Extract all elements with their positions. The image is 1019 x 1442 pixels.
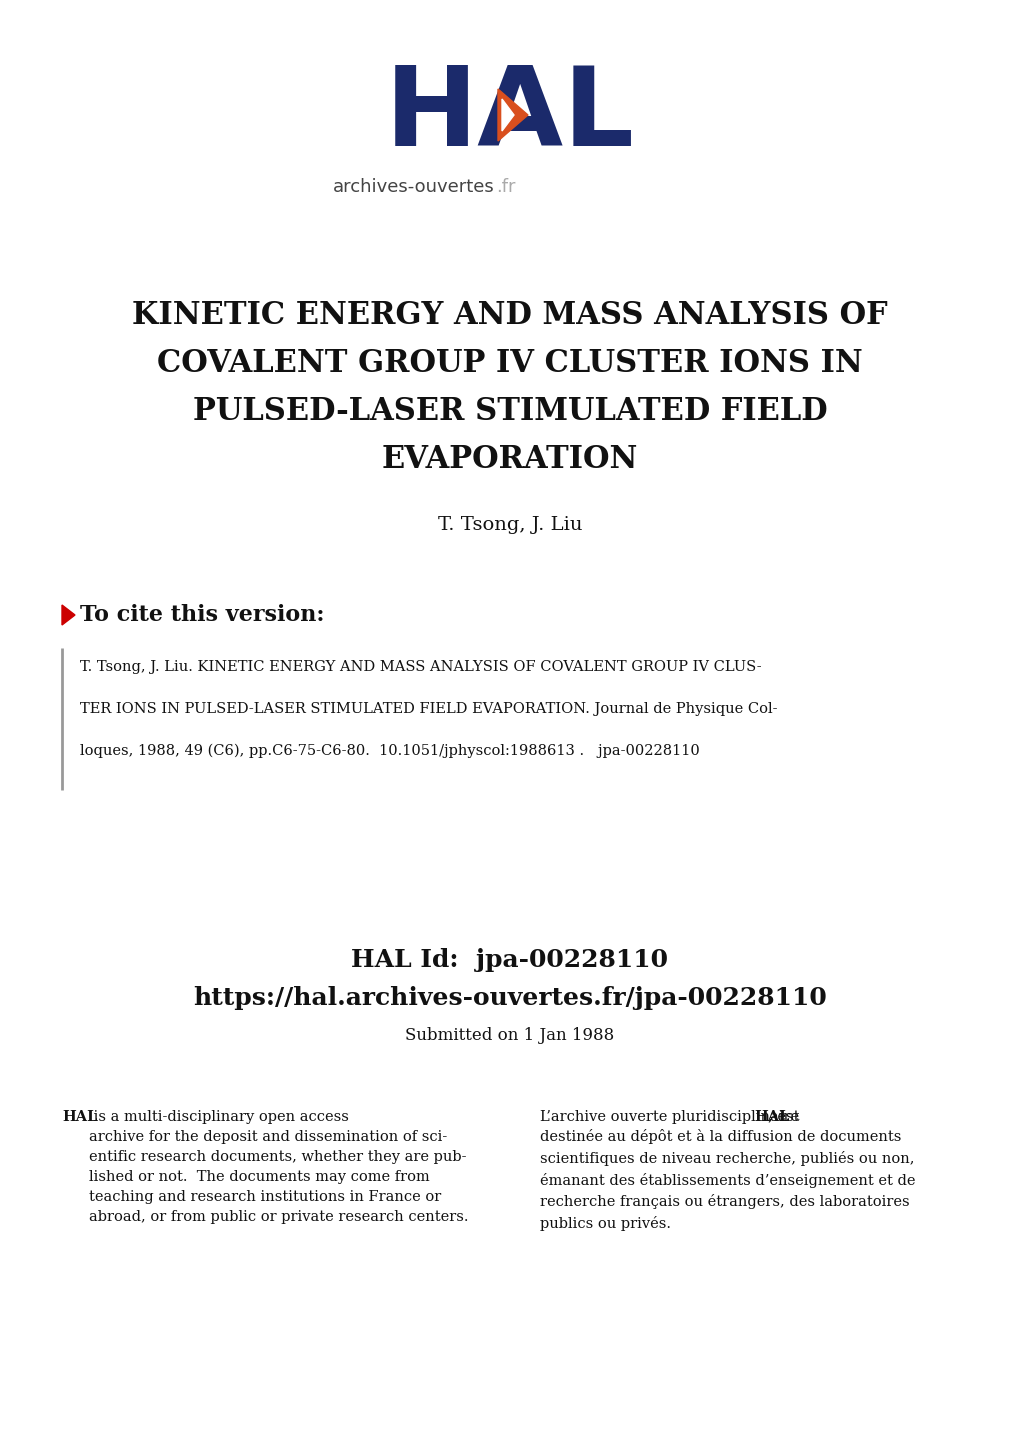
Text: T. Tsong, J. Liu. KINETIC ENERGY AND MASS ANALYSIS OF COVALENT GROUP IV CLUS-: T. Tsong, J. Liu. KINETIC ENERGY AND MAS… [79, 660, 761, 673]
Text: L’archive ouverte pluridisciplinaire: L’archive ouverte pluridisciplinaire [539, 1110, 803, 1123]
Polygon shape [62, 606, 75, 624]
Text: , est: , est [767, 1110, 799, 1123]
Text: destinée au dépôt et à la diffusion de documents
scientifiques de niveau recherc: destinée au dépôt et à la diffusion de d… [539, 1129, 915, 1231]
Text: https://hal.archives-ouvertes.fr/jpa-00228110: https://hal.archives-ouvertes.fr/jpa-002… [193, 986, 826, 1009]
Text: HAL Id:  jpa-00228110: HAL Id: jpa-00228110 [352, 947, 667, 972]
Text: COVALENT GROUP IV CLUSTER IONS IN: COVALENT GROUP IV CLUSTER IONS IN [157, 348, 862, 378]
Text: HAL: HAL [753, 1110, 789, 1123]
Text: KINETIC ENERGY AND MASS ANALYSIS OF: KINETIC ENERGY AND MASS ANALYSIS OF [132, 300, 887, 330]
Text: HAL: HAL [384, 62, 635, 169]
Text: TER IONS IN PULSED-LASER STIMULATED FIELD EVAPORATION. Journal de Physique Col-: TER IONS IN PULSED-LASER STIMULATED FIEL… [79, 702, 776, 715]
Text: Submitted on 1 Jan 1988: Submitted on 1 Jan 1988 [405, 1028, 614, 1044]
Text: loques, 1988, 49 (C6), pp.C6-75-C6-80.  10.1051/jphyscol:1988613 .   jpa-0022811: loques, 1988, 49 (C6), pp.C6-75-C6-80. 1… [79, 744, 699, 758]
Text: PULSED-LASER STIMULATED FIELD: PULSED-LASER STIMULATED FIELD [193, 395, 826, 427]
Text: HAL: HAL [62, 1110, 97, 1123]
Text: archives-ouvertes: archives-ouvertes [333, 177, 494, 196]
Text: To cite this version:: To cite this version: [79, 604, 324, 626]
Text: is a multi-disciplinary open access
archive for the deposit and dissemination of: is a multi-disciplinary open access arch… [89, 1110, 468, 1224]
Text: EVAPORATION: EVAPORATION [381, 444, 638, 474]
Polygon shape [497, 89, 528, 141]
Text: T. Tsong, J. Liu: T. Tsong, J. Liu [437, 516, 582, 534]
Polygon shape [501, 99, 514, 131]
Text: .fr: .fr [495, 177, 515, 196]
